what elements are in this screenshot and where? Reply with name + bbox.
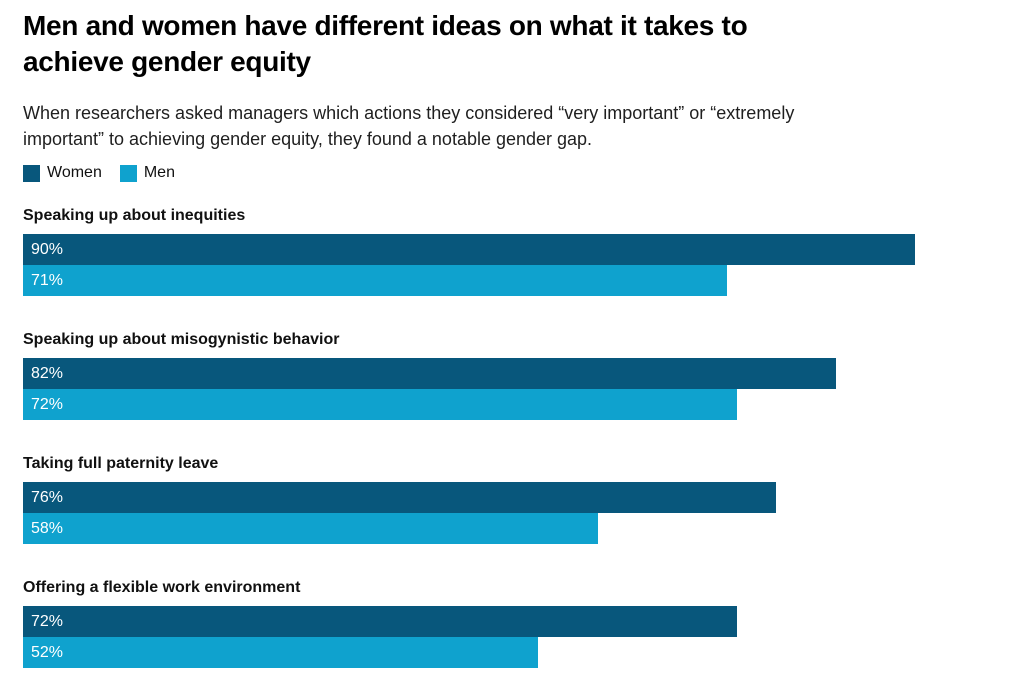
bar-women: 82% <box>23 358 836 389</box>
subtitle-line-2: important” to achieving gender equity, t… <box>23 129 593 149</box>
title-line-1: Men and women have different ideas on wh… <box>23 10 748 41</box>
legend-swatch-women <box>23 164 40 182</box>
legend-label-men: Men <box>143 164 175 181</box>
page-title: Men and women have different ideas on wh… <box>23 8 923 80</box>
bar-value-label: 90% <box>31 240 64 258</box>
bar-group: Speaking up about inequities 90% 71% <box>23 206 1014 296</box>
bar-value-label: 72% <box>31 395 64 413</box>
bar-women: 72% <box>23 606 737 637</box>
bar-value-label: 72% <box>31 612 64 630</box>
bar-chart: Speaking up about inequities 90% 71% Speaki… <box>23 206 1014 668</box>
category-label: Offering a flexible work environment <box>23 579 301 596</box>
subtitle-line-1: When researchers asked managers which ac… <box>23 103 795 123</box>
category-label: Taking full paternity leave <box>23 455 219 472</box>
bar-value-label: 52% <box>31 643 64 661</box>
legend-item-women: Women <box>23 164 102 182</box>
category-label: Speaking up about inequities <box>23 207 246 224</box>
bar-value-label: 82% <box>31 364 64 382</box>
bar-women: 76% <box>23 482 777 513</box>
bar-value-label: 76% <box>31 488 64 506</box>
category-label: Speaking up about misogynistic behavior <box>23 331 340 348</box>
bar-value-label: 58% <box>31 519 64 537</box>
bar-group: Taking full paternity leave 76% 58% <box>23 454 1014 544</box>
legend-swatch-men <box>119 164 137 182</box>
legend-item-men: Men <box>119 164 175 182</box>
bar-value-label: 71% <box>31 271 64 289</box>
bar-women: 90% <box>23 234 915 265</box>
bar-men: 72% <box>23 389 737 420</box>
bar-men: 52% <box>23 637 539 668</box>
chart-subtitle: When researchers asked managers which ac… <box>23 100 943 152</box>
bar-group: Speaking up about misogynistic behavior 8… <box>23 330 1014 420</box>
bar-group: Offering a flexible work environment 72% 5… <box>23 578 1014 668</box>
legend-label-women: Women <box>47 164 102 181</box>
bar-men: 58% <box>23 513 598 544</box>
title-line-2: achieve gender equity <box>23 46 311 77</box>
chart-legend: Women Men <box>23 164 1014 182</box>
bar-men: 71% <box>23 265 727 296</box>
